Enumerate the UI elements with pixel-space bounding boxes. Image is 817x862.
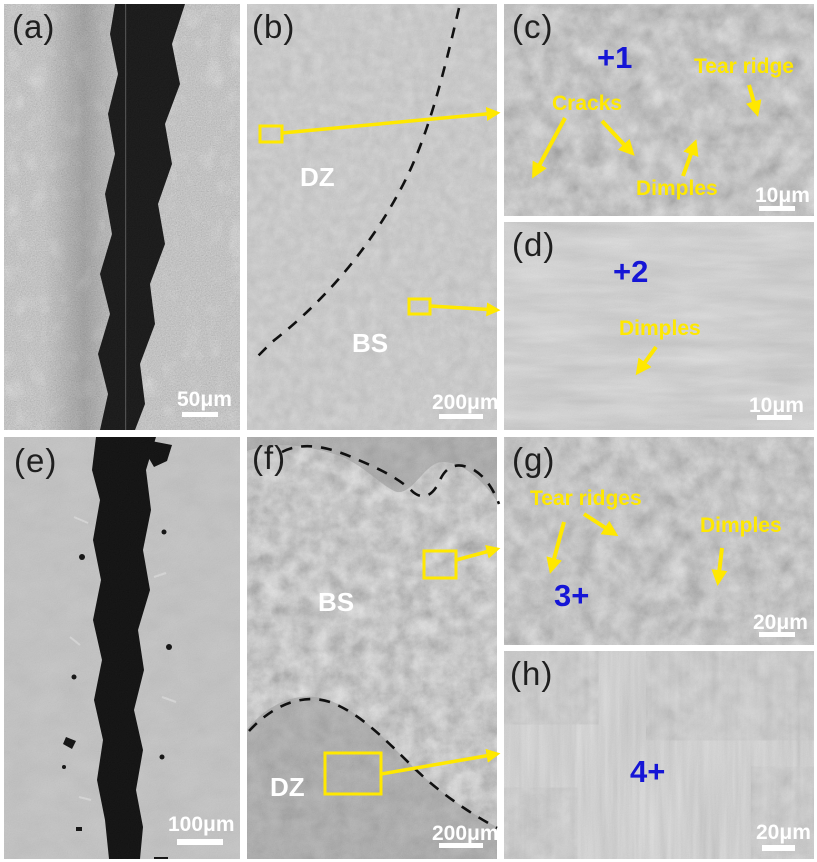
panel-d-texture	[504, 222, 814, 430]
panel-b-fracture-overview-micrograph	[247, 4, 497, 430]
panel-g-texture	[504, 437, 814, 645]
panel-c-texture	[504, 4, 814, 216]
panel-a-cross-section-micrograph	[4, 4, 240, 430]
panel-g-fracture-detail-micrograph	[504, 437, 814, 645]
panel-b-texture	[247, 4, 497, 430]
panel-f-texture	[247, 437, 497, 859]
panel-a-texture	[4, 4, 240, 430]
panel-d-fracture-detail-micrograph	[504, 222, 814, 430]
panel-f-fracture-overview-micrograph	[247, 437, 497, 859]
panel-h-fracture-detail-micrograph	[504, 651, 814, 859]
panel-e-texture	[4, 437, 240, 859]
panel-h-texture	[504, 651, 814, 859]
panel-e-cross-section-micrograph	[4, 437, 240, 859]
panel-c-fracture-detail-micrograph	[504, 4, 814, 216]
